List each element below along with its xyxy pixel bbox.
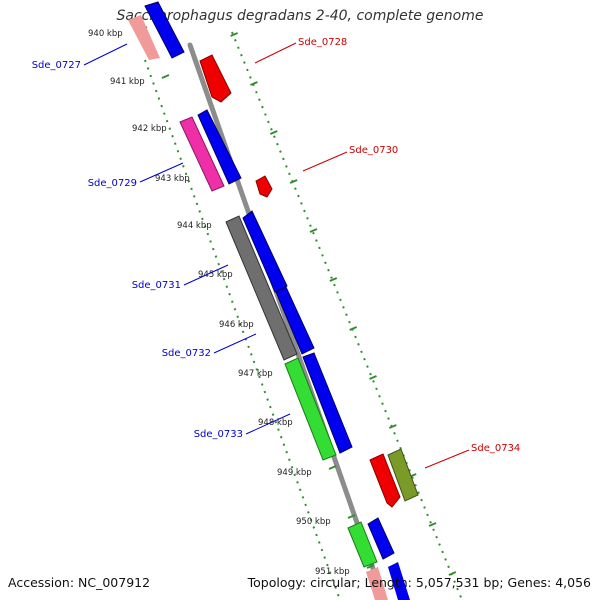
tick-mark xyxy=(161,74,170,79)
gene-arrow xyxy=(369,453,401,508)
gene-arrow xyxy=(242,210,288,293)
accession-label: Accession: NC_007912 xyxy=(8,575,151,590)
gene-sde-0729[interactable] xyxy=(179,109,242,192)
gene-arrow xyxy=(255,175,273,198)
gene-label[interactable]: Sde_0728 xyxy=(298,37,347,48)
outer-tick-mark xyxy=(448,571,457,576)
gene-sde-0734[interactable] xyxy=(369,448,419,508)
gene-sde-0732[interactable] xyxy=(275,286,315,355)
gene-arrow xyxy=(302,352,353,454)
gene-arrow xyxy=(225,215,298,361)
outer-tick-mark xyxy=(269,130,278,135)
gene-arrow xyxy=(199,54,232,103)
tick-mark xyxy=(328,465,337,470)
gene-sde-0733[interactable] xyxy=(284,352,353,461)
tick-label: 940 kbp xyxy=(88,29,123,39)
map-title: Saccharophagus degradans 2-40, complete … xyxy=(116,8,484,24)
summary-label: Topology: circular; Length: 5,057,531 bp… xyxy=(247,575,591,590)
gene-arrow xyxy=(367,517,395,560)
gene-label[interactable]: Sde_0734 xyxy=(471,443,520,454)
tick-label: 948 kbp xyxy=(258,418,293,428)
gene-sde-0731[interactable] xyxy=(225,210,298,361)
tick-label: 942 kbp xyxy=(132,124,167,134)
tick-label: 943 kbp xyxy=(155,174,190,184)
gene-label-leader xyxy=(83,43,128,66)
tick-label: 947 kbp xyxy=(238,369,273,379)
outer-tick-mark xyxy=(250,81,258,86)
outer-tick-mark xyxy=(329,277,338,282)
gene-sde-0735[interactable] xyxy=(347,517,410,600)
tick-label: 944 kbp xyxy=(177,221,212,231)
gene-label-leader xyxy=(245,413,291,435)
outer-tick-mark xyxy=(230,32,239,37)
tick-label: 950 kbp xyxy=(296,517,331,527)
gene-arrow xyxy=(284,357,337,461)
tick-label: 941 kbp xyxy=(110,77,145,87)
gene-label[interactable]: Sde_0730 xyxy=(349,145,398,156)
tick-labels: 940 kbp 941 kbp 942 kbp 943 kbp 944 kbp 945 k… xyxy=(88,29,350,577)
gene-arrow xyxy=(197,109,242,185)
gene-arrow xyxy=(144,1,185,59)
gene-arrow xyxy=(179,116,225,192)
gene-label-leader xyxy=(183,264,229,286)
gene-arrow xyxy=(128,15,160,60)
gene-labels: Sde_0727 Sde_0728 Sde_0729 Sde_0730 Sde_0731… xyxy=(32,37,520,469)
gene-label-leader xyxy=(213,333,257,354)
outer-tick-mark xyxy=(289,179,298,184)
gene-label-leader xyxy=(254,42,297,64)
gene-arrow xyxy=(275,286,315,355)
gene-label[interactable]: Sde_0732 xyxy=(162,348,211,359)
outer-tick-mark xyxy=(428,522,437,527)
gene-label-leader xyxy=(424,449,470,469)
outer-tick-mark xyxy=(349,326,358,331)
gene-arrow xyxy=(387,448,419,502)
gene-label[interactable]: Sde_0731 xyxy=(132,280,181,291)
genome-backbone xyxy=(187,42,387,600)
gene-sde-0727[interactable] xyxy=(128,1,185,60)
gene-arrow xyxy=(347,521,378,568)
outer-tick-mark xyxy=(309,228,318,233)
gene-label-leader xyxy=(139,162,184,183)
gene-label-leader xyxy=(302,151,348,172)
gene-label[interactable]: Sde_0729 xyxy=(88,178,137,189)
outer-tick-mark xyxy=(369,375,377,380)
gene-sde-0730[interactable] xyxy=(255,175,273,198)
tick-mark xyxy=(366,564,375,569)
outer-tick-mark xyxy=(388,424,397,429)
tick-label: 949 kbp xyxy=(277,468,312,478)
gene-arrow xyxy=(388,562,410,600)
tick-label: 946 kbp xyxy=(219,320,254,330)
tick-mark xyxy=(347,514,356,519)
tick-label: 951 kbp xyxy=(315,567,350,577)
gene-sde-0728[interactable] xyxy=(199,54,232,103)
gene-label[interactable]: Sde_0727 xyxy=(32,60,81,71)
gene-arrow xyxy=(366,567,388,600)
tick-label: 945 kbp xyxy=(198,270,233,280)
gene-label[interactable]: Sde_0733 xyxy=(194,429,243,440)
